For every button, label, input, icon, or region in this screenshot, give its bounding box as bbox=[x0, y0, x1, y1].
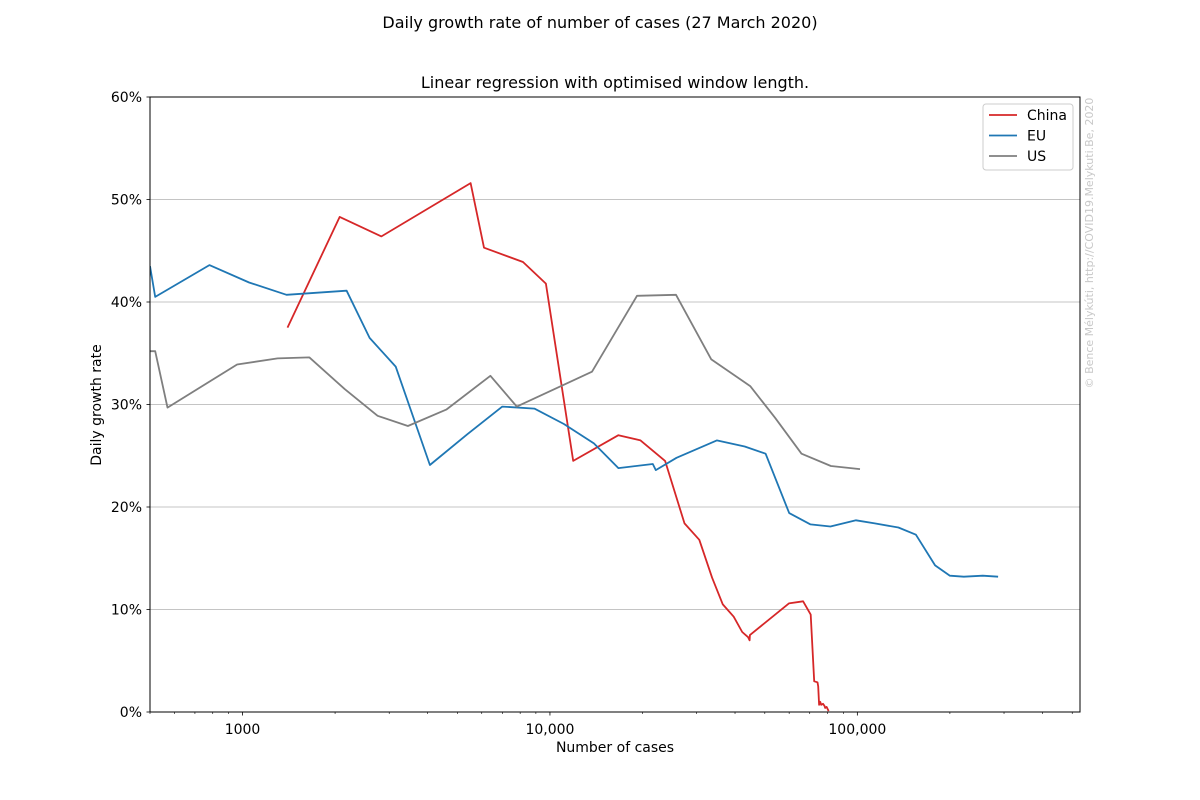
grid bbox=[150, 199, 1080, 610]
series-lines bbox=[150, 182, 999, 712]
chart-subtitle: Linear regression with optimised window … bbox=[421, 73, 809, 92]
x-tick-label: 10,000 bbox=[525, 722, 574, 738]
y-tick-label: 10% bbox=[111, 603, 142, 619]
x-tick-label: 1000 bbox=[225, 722, 261, 738]
x-axis-label: Number of cases bbox=[556, 740, 674, 756]
y-tick-label: 40% bbox=[111, 295, 142, 311]
y-axis-label: Daily growth rate bbox=[89, 344, 105, 465]
y-tick-label: 30% bbox=[111, 398, 142, 414]
series-line-china bbox=[286, 182, 830, 712]
chart-title: Daily growth rate of number of cases (27… bbox=[382, 13, 817, 32]
legend-label-china: China bbox=[1027, 108, 1067, 124]
y-tick-label: 50% bbox=[111, 193, 142, 209]
legend-label-us: US bbox=[1027, 149, 1046, 165]
legend-box bbox=[982, 103, 1074, 171]
watermark: © Bence Mélykúti, http://COVID19.Melykut… bbox=[1083, 98, 1096, 389]
y-tick-label: 0% bbox=[120, 705, 142, 721]
x-axis: 1000 10,000 100,000 bbox=[149, 712, 1073, 738]
y-tick-label: 20% bbox=[111, 500, 142, 516]
y-tick-label: 60% bbox=[111, 90, 142, 106]
legend: China EU US bbox=[982, 103, 1074, 171]
y-axis: 0% 10% 20% 30% 40% 50% 60% bbox=[111, 90, 150, 721]
x-tick-label: 100,000 bbox=[828, 722, 886, 738]
series-line-eu bbox=[150, 264, 999, 578]
legend-label-eu: EU bbox=[1027, 129, 1046, 145]
series-line-us bbox=[150, 293, 861, 470]
